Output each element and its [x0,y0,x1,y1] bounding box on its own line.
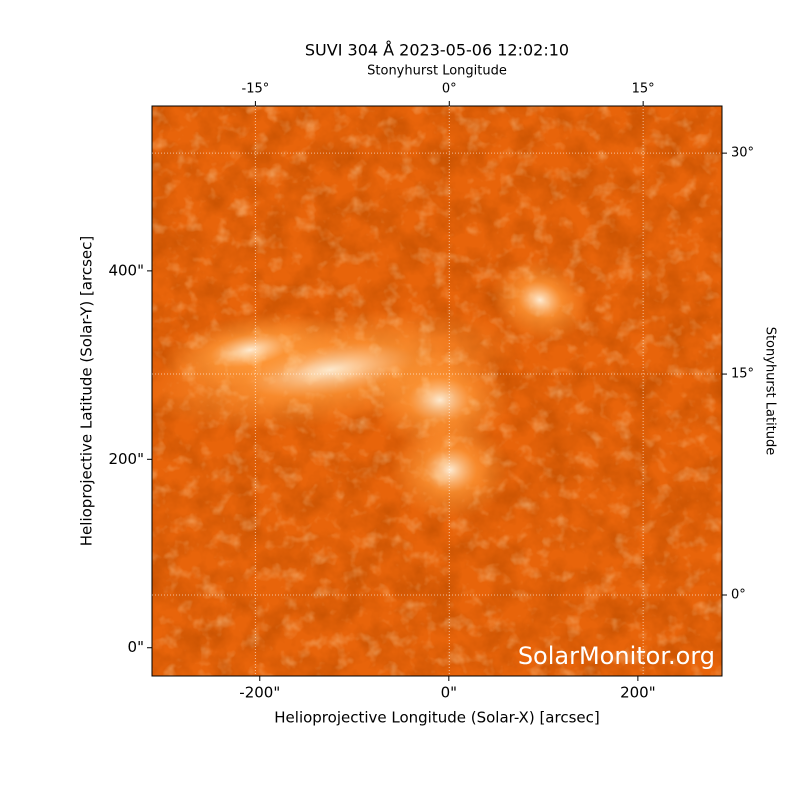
plot-area [152,106,722,676]
chart-title: SUVI 304 Å 2023-05-06 12:02:10 [305,41,569,60]
x-tick-label: 200" [620,684,656,702]
y2-axis-label: Stonyhurst Latitude [763,327,778,456]
x2-tick-label: -15° [242,82,270,97]
y2-tick-label: 15° [731,367,754,382]
x2-tick-label: 15° [632,82,655,97]
x-tick-label: -200" [239,684,280,702]
y2-tick-label: 0° [731,587,746,602]
y-axis-label: Helioprojective Latitude (Solar-Y) [arcs… [78,236,96,546]
x2-tick-label: 0° [442,82,457,97]
y2-tick-label: 30° [731,146,754,161]
plot-frame [151,105,723,677]
x-axis-label: Helioprojective Longitude (Solar-X) [arc… [274,709,599,727]
x2-axis-label: Stonyhurst Longitude [367,64,507,79]
image-texture-bright [152,106,722,676]
y-tick-label: 200" [108,450,144,468]
y-tick-label: 0" [128,638,144,656]
watermark: SolarMonitor.org [518,642,715,670]
y-tick-label: 400" [108,261,144,279]
x-tick-label: 0" [441,684,457,702]
